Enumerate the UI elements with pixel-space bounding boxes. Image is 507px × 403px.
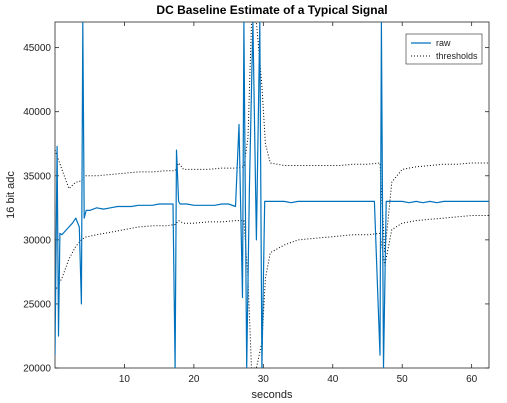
x-tick-label: 50: [397, 374, 409, 385]
x-axis: 10 20 30 40 50 60: [119, 22, 478, 385]
y-tick-label: 45000: [23, 43, 51, 54]
chart-title: DC Baseline Estimate of a Typical Signal: [156, 3, 387, 17]
plot-area: [54, 21, 490, 369]
legend-raw-label: raw: [436, 38, 451, 48]
x-tick-label: 20: [188, 374, 200, 385]
y-tick-label: 25000: [23, 299, 51, 310]
y-tick-label: 40000: [23, 107, 51, 118]
thresholds-upper-line: [55, 22, 489, 253]
x-tick-label: 10: [119, 374, 131, 385]
raw-line: [55, 22, 489, 368]
legend-box: [405, 33, 483, 65]
y-axis-label: 16 bit adc: [5, 171, 17, 219]
y-tick-label: 35000: [23, 171, 51, 182]
x-tick-label: 40: [327, 374, 339, 385]
thresholds-lower-line: [55, 215, 489, 368]
y-tick-label: 30000: [23, 235, 51, 246]
legend-thresholds-label: thresholds: [436, 51, 478, 61]
x-tick-label: 30: [258, 374, 270, 385]
series-layer: [55, 22, 489, 368]
x-axis-label: seconds: [252, 389, 293, 401]
legend: raw thresholds: [405, 33, 483, 65]
y-tick-label: 20000: [23, 364, 51, 375]
x-tick-label: 60: [466, 374, 478, 385]
